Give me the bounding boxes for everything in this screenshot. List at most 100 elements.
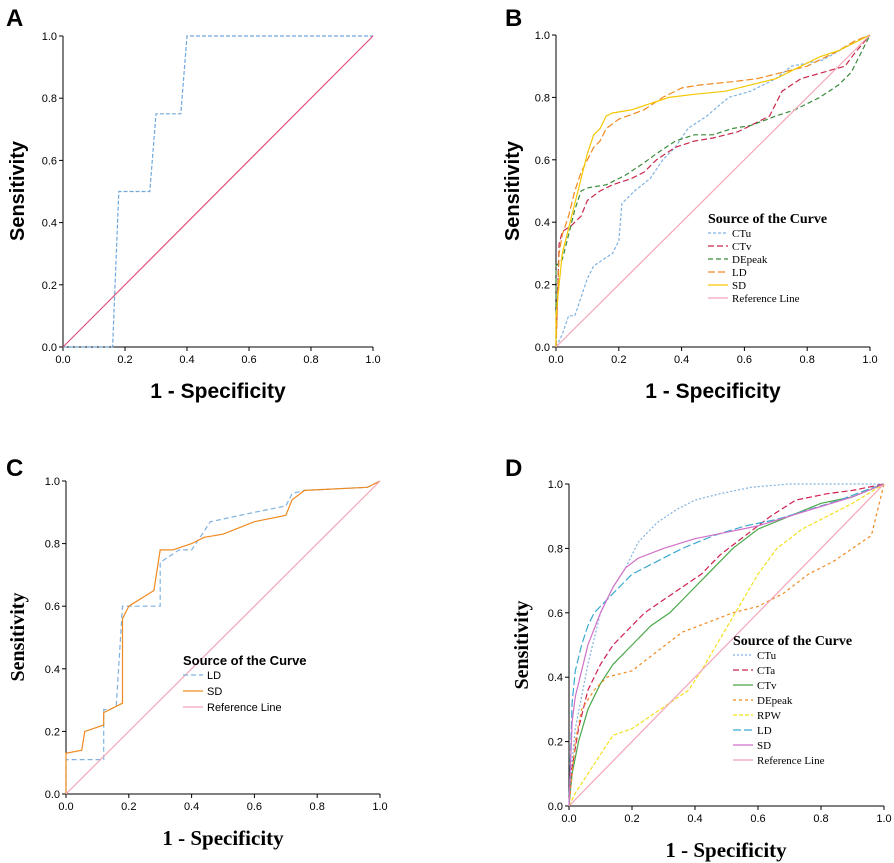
x-tick-label: 0.0 [55,354,70,366]
y-tick-label: 1.0 [42,31,57,43]
legend-entry-label: SD [207,686,222,698]
panel-letter-d: D [505,455,522,482]
x-axis-label-b: 1 - Specificity [645,380,781,403]
y-tick-label: 0.0 [548,801,563,813]
chart-panel-d: 0.0 0.2 0.4 0.6 0.8 1.0 0.0 0.2 0.4 0.6 0.8 1.0 1 - … [511,479,892,862]
legend-b: Source of the CurveCTuCTvDEpeakLDSDRefer… [708,212,827,305]
x-tick-label: 0.4 [687,813,702,825]
y-axis-label-d: Sensitivity [511,601,533,690]
legend-entry-label: SD [757,740,771,752]
y-tick-label: 1.0 [548,479,563,491]
x-axis-label-d: 1 - Specificity [665,838,787,862]
x-tick-label: 0.8 [813,813,828,825]
legend-entry-label: CTu [732,228,752,240]
y-tick-label: 1.0 [45,476,60,488]
series-line-cta [568,483,885,807]
legend-entry-label: LD [732,267,747,279]
series-line-sd [568,483,885,807]
series-line-rpw [568,483,885,807]
legend-entry-label: LD [207,670,221,682]
y-tick-label: 0.0 [45,789,60,801]
y-tick-label: 0.2 [45,726,60,738]
series-line-reference-line [555,34,871,348]
x-tick-label: 0.2 [121,801,136,813]
legend-entry-label: Reference Line [207,702,282,714]
y-tick-label: 0.8 [42,93,57,105]
x-tick-label: 0.0 [548,354,563,366]
legend-entry-label: CTu [757,650,777,662]
y-tick-label: 0.4 [42,218,57,230]
y-tick-label: 0.6 [45,601,60,613]
y-axis-label-b: Sensitivity [502,140,524,241]
panel-letter-c: C [6,455,23,482]
y-tick-label: 0.4 [548,672,563,684]
y-tick-label: 0.4 [535,217,550,229]
legend-entry-label: RPW [757,710,781,722]
series-line-depeak [568,483,885,807]
series-line-ctu [568,483,884,807]
x-tick-label: 0.8 [310,801,325,813]
y-tick-label: 0.2 [548,737,563,749]
y-tick-label: 0.2 [535,280,550,292]
legend-entry-label: CTv [732,241,752,253]
legend-entry-label: Reference Line [732,293,800,305]
y-tick-label: 1.0 [535,30,550,42]
y-axis-label-c: Sensitivity [7,593,29,682]
legend-entry-label: DEpeak [732,254,768,266]
y-tick-label: 0.0 [42,342,57,354]
chart-panel-c: 0.0 0.2 0.4 0.6 0.8 1.0 0.0 0.2 0.4 0.6 0.8 1.0 1 - … [7,476,388,850]
series-line-reference-line [62,35,374,348]
x-axis-label-a: 1 - Specificity [150,380,286,403]
x-tick-label: 1.0 [365,354,380,366]
x-tick-label: 0.2 [117,354,132,366]
series-line-ld [555,34,871,348]
x-tick-label: 0.4 [184,801,199,813]
x-tick-label: 0.2 [611,354,626,366]
x-tick-label: 0.6 [750,813,765,825]
y-tick-label: 0.8 [45,539,60,551]
legend-entry-label: CTa [757,665,775,677]
panel-letter-a: A [6,5,23,32]
y-axis-label-a: Sensitivity [7,140,29,241]
y-tick-label: 0.6 [548,608,563,620]
legend-title: Source of the Curve [733,634,852,649]
y-tick-label: 0.8 [535,92,550,104]
x-tick-label: 0.4 [674,354,689,366]
x-tick-label: 1.0 [862,354,877,366]
x-tick-label: 0.0 [58,801,73,813]
x-tick-label: 1.0 [876,813,891,825]
legend-title: Source of the Curve [183,653,307,668]
series-line-ctu [555,34,871,348]
y-tick-label: 0.8 [548,543,563,555]
x-tick-label: 0.0 [561,813,576,825]
x-tick-label: 0.6 [241,354,256,366]
series-line-sd [65,480,381,794]
series-line-roc [63,35,373,348]
series-line-ld [65,480,381,794]
panel-letter-b: B [505,5,522,32]
y-tick-label: 0.6 [42,155,57,167]
legend-entry-label: DEpeak [757,695,793,707]
y-tick-label: 0.6 [535,155,550,167]
series-line-sd [555,34,871,347]
series-line-depeak [555,34,871,347]
x-tick-label: 0.6 [737,354,752,366]
y-tick-label: 0.0 [535,342,550,354]
x-axis-label-c: 1 - Specificity [162,826,284,850]
legend-c: Source of the Curve LD SD Reference Line [183,653,307,714]
legend-entry-label: LD [757,725,772,737]
x-tick-label: 0.8 [800,354,815,366]
x-tick-label: 0.2 [624,813,639,825]
legend-entry-label: SD [732,280,746,292]
chart-panel-b: 0.0 0.2 0.4 0.6 0.8 1.0 0.0 0.2 0.4 0.6 0.8 1.0 1 - … [502,30,878,403]
series-line-reference-line [65,480,381,795]
legend-title: Source of the Curve [708,212,827,227]
series-line-reference-line [568,483,885,807]
x-tick-label: 0.8 [303,354,318,366]
y-tick-label: 0.4 [45,664,60,676]
legend-entry-label: CTv [757,680,777,692]
series-line-ctv [555,34,871,348]
x-tick-label: 0.4 [179,354,194,366]
